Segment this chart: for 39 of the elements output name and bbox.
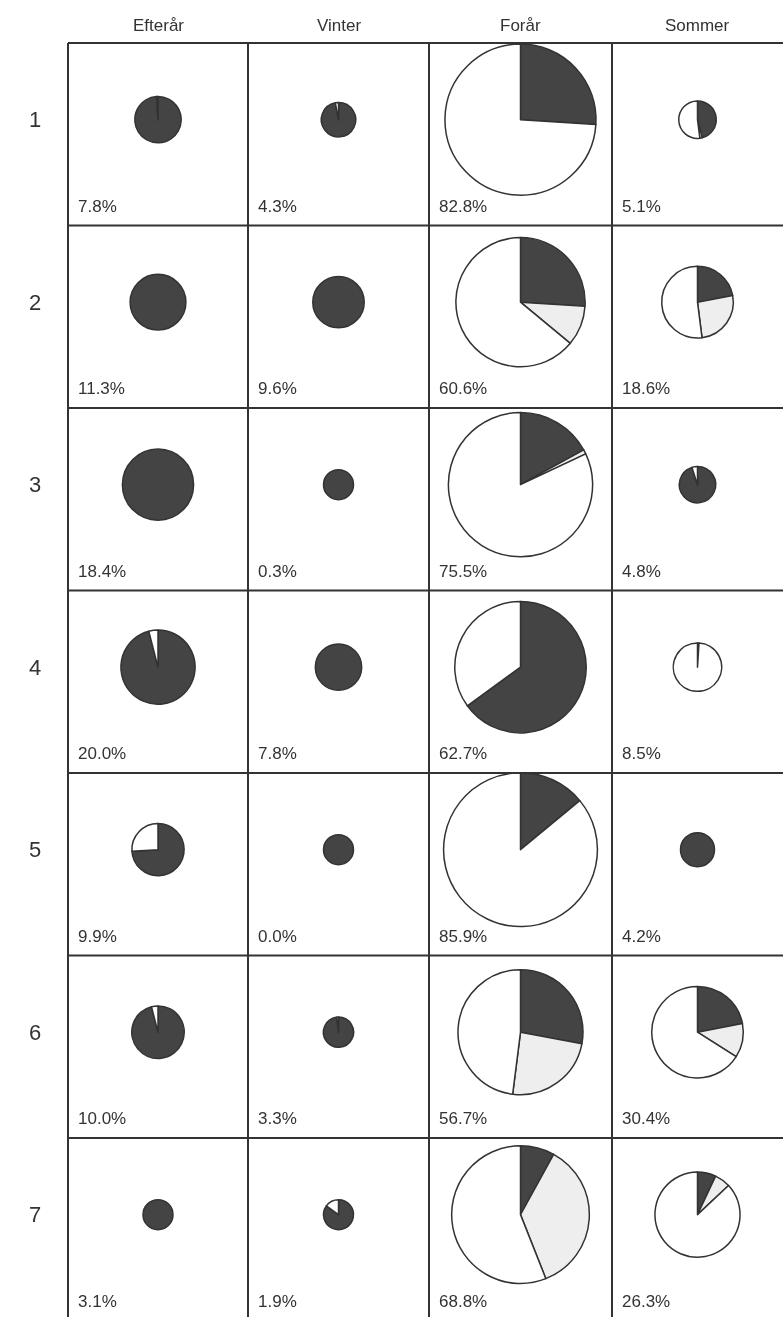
text: 5 xyxy=(29,837,42,862)
text: 56.7% xyxy=(439,1109,488,1128)
text: 2 xyxy=(29,290,42,315)
text: 10.0% xyxy=(78,1109,127,1128)
text: 5.1% xyxy=(622,197,661,216)
text: 18.6% xyxy=(622,379,671,398)
text: 0.0% xyxy=(258,927,297,946)
text: 85.9% xyxy=(439,927,488,946)
text: 4 xyxy=(29,655,42,680)
text: 11.3% xyxy=(78,379,125,398)
text: 1 xyxy=(29,107,42,132)
text: 9.6% xyxy=(258,379,297,398)
text: 82.8% xyxy=(439,197,488,216)
text: 6 xyxy=(29,1020,42,1045)
text: 3 xyxy=(29,472,42,497)
chart-title: Forår xyxy=(500,16,541,35)
text: 62.7% xyxy=(439,744,488,763)
text: 30.4% xyxy=(622,1109,671,1128)
text: 8.5% xyxy=(622,744,661,763)
text: 18.4% xyxy=(78,562,127,581)
text: 7.8% xyxy=(258,744,297,763)
chart-title: Sommer xyxy=(665,16,730,35)
text: 4.8% xyxy=(622,562,661,581)
text: 20.0% xyxy=(78,744,127,763)
text: 75.5% xyxy=(439,562,488,581)
chart-title: Efterår xyxy=(133,16,185,35)
chart-title: Vinter xyxy=(317,16,362,35)
text: 26.3% xyxy=(622,1292,671,1311)
text: 9.9% xyxy=(78,927,117,946)
text: 4.2% xyxy=(622,927,661,946)
text: 1.9% xyxy=(258,1292,297,1311)
text: 7 xyxy=(29,1202,42,1227)
text: 3.1% xyxy=(78,1292,117,1311)
text: 68.8% xyxy=(439,1292,488,1311)
text: 4.3% xyxy=(258,197,297,216)
text: 3.3% xyxy=(258,1109,297,1128)
text: 60.6% xyxy=(439,379,488,398)
text: 0.3% xyxy=(258,562,297,581)
text: 7.8% xyxy=(78,197,117,216)
